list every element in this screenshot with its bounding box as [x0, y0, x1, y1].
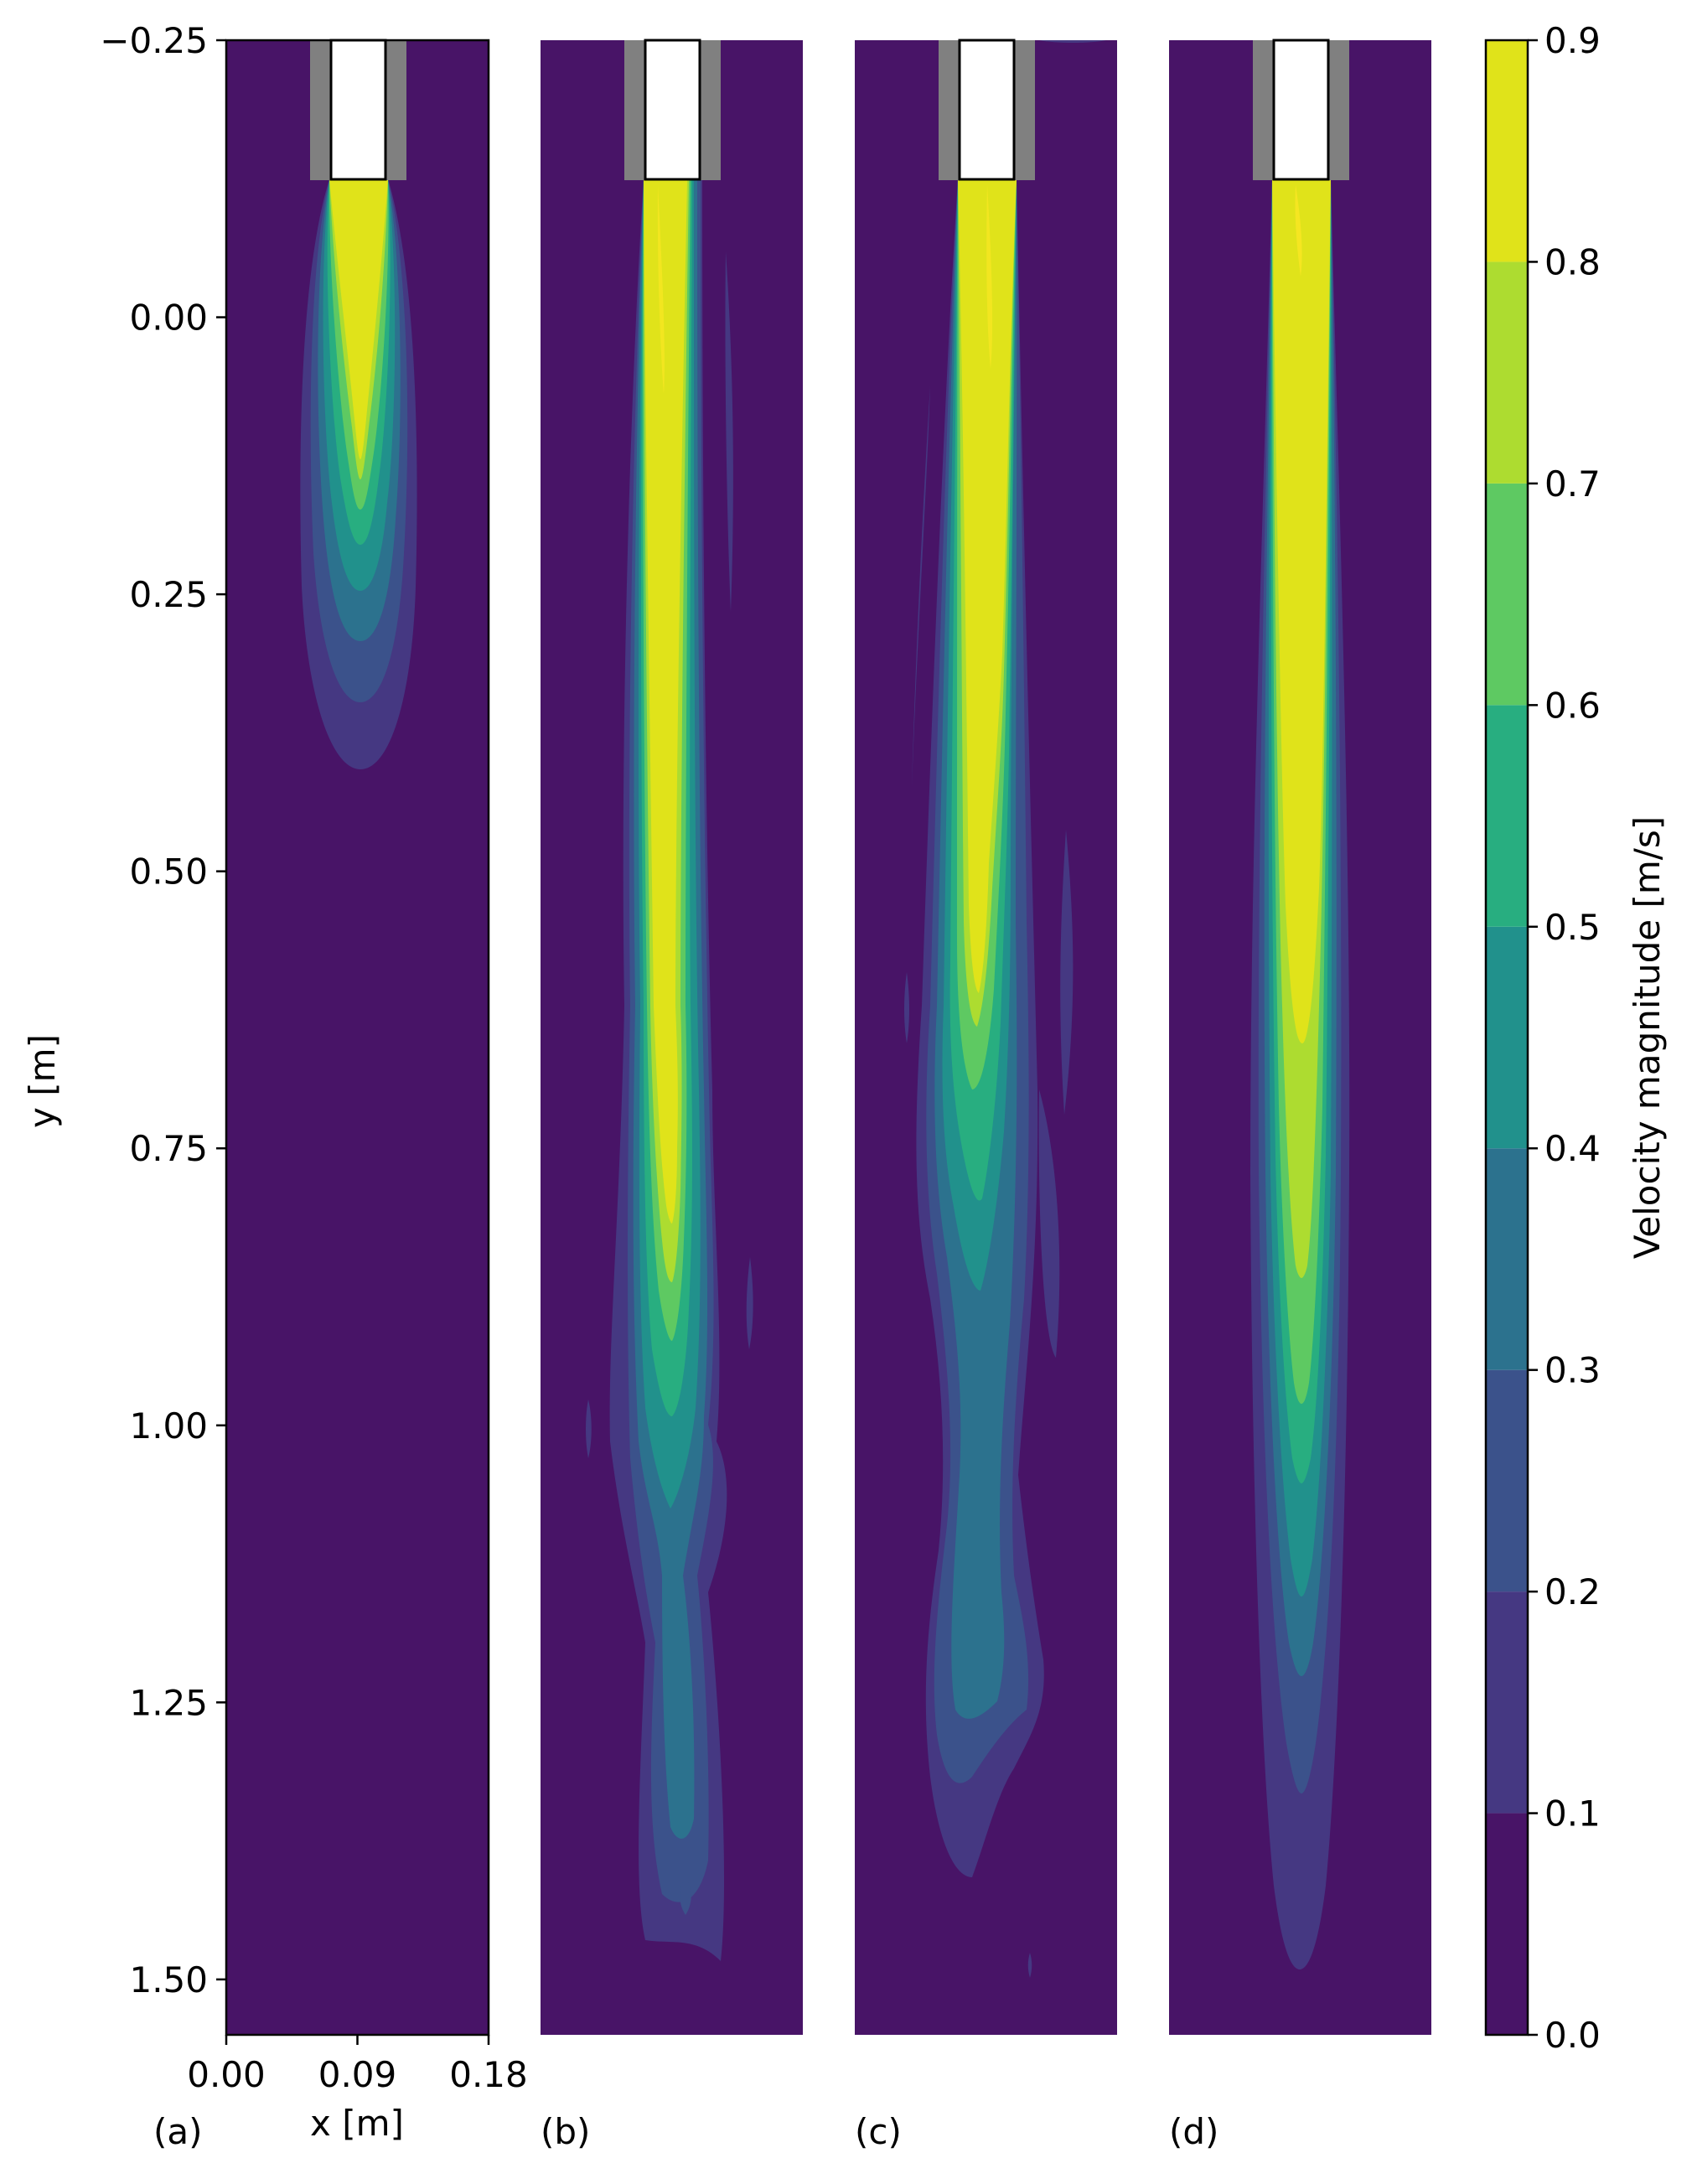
y-tick-label: 0.25	[129, 574, 208, 615]
nozzle-b-wall-left	[624, 40, 645, 180]
panel-label-a: (a)	[153, 2111, 203, 2152]
colorbar-band	[1486, 926, 1528, 1149]
contour-c-speck	[1027, 1953, 1032, 1978]
y-tick-label: −0.25	[100, 20, 208, 61]
y-tick-label: 1.50	[129, 1959, 208, 2000]
colorbar-tick-label: 0.0	[1544, 2015, 1601, 2056]
nozzle-a-interior	[329, 39, 387, 181]
contour-d-0.9-streak	[1295, 184, 1302, 277]
panel-b	[541, 39, 803, 2035]
contour-d-0.8	[1272, 179, 1331, 1043]
contour-c-0.1-island-1	[912, 386, 930, 788]
colorbar-frame	[1484, 39, 1529, 2037]
contour-c-0.9-streak	[986, 184, 993, 369]
y-tick-label: 1.25	[129, 1682, 208, 1723]
panel-label-d: (d)	[1169, 2111, 1218, 2152]
y-tick-label: 0.50	[129, 851, 208, 893]
nozzle-d-interior	[1272, 39, 1330, 181]
y-tick-label: 1.00	[129, 1405, 208, 1447]
colorbar-band	[1486, 1591, 1528, 1814]
nozzle-b-interior	[644, 39, 701, 181]
panel-a	[225, 39, 490, 2037]
colorbar-tick-label: 0.5	[1544, 907, 1601, 948]
nozzle-a-wall-left	[310, 40, 331, 180]
colorbar-band	[1486, 40, 1528, 262]
colorbar-band	[1486, 705, 1528, 927]
contour-c-0.1-island-2	[1060, 830, 1074, 1115]
colorbar-label: Velocity magnitude [m/s]	[1627, 816, 1668, 1259]
colorbar-tick-label: 0.4	[1544, 1128, 1601, 1169]
colorbar-band	[1486, 483, 1528, 706]
colorbar-tick-label: 0.9	[1544, 20, 1601, 61]
nozzle-b-wall-right	[700, 40, 721, 180]
panel-label-b: (b)	[541, 2111, 590, 2152]
x-tick-label: 0.00	[187, 2054, 266, 2095]
contour-c-0.1-island-4	[904, 972, 909, 1043]
colorbar-tick-label: 0.6	[1544, 685, 1601, 726]
x-axis: 0.00 0.09 0.18	[187, 2035, 528, 2095]
nozzle-c-interior	[958, 39, 1016, 181]
colorbar-tick-label: 0.7	[1544, 463, 1601, 505]
colorbar-tick-label: 0.1	[1544, 1793, 1601, 1835]
x-tick-label: 0.18	[449, 2054, 528, 2095]
nozzle-c-wall-left	[939, 40, 960, 180]
contour-b-0.1-island-2	[746, 1257, 753, 1349]
contour-b-0.1-island-1	[725, 251, 733, 612]
colorbar-band	[1486, 1813, 1528, 2035]
contour-c-0.1-island-3	[1038, 1089, 1060, 1358]
y-tick-label: 0.00	[129, 298, 208, 339]
nozzle-d-wall-right	[1328, 40, 1349, 180]
colorbar-tick-label: 0.8	[1544, 241, 1601, 282]
contour-b-hole	[680, 1877, 691, 1915]
colorbar: 0.0 0.1 0.2 0.3 0.4 0.5 0.6 0.7 0.8 0.9	[1486, 20, 1601, 2056]
nozzle-d-wall-left	[1253, 40, 1274, 180]
y-axis-label: y [m]	[22, 1034, 63, 1128]
x-axis-label: x [m]	[310, 2103, 404, 2144]
colorbar-tick-label: 0.3	[1544, 1350, 1601, 1391]
colorbar-band	[1486, 261, 1528, 484]
contour-b-0.9-streak	[657, 184, 665, 394]
panel-label-c: (c)	[855, 2111, 902, 2152]
contour-b-0.8	[644, 179, 687, 1224]
colorbar-band	[1486, 1148, 1528, 1370]
y-axis: −0.25 0.00 0.25 0.50 0.75 1.00 1.25 1.50	[100, 20, 226, 2000]
colorbar-tick-label: 0.2	[1544, 1571, 1601, 1612]
nozzle-a-wall-right	[385, 40, 406, 180]
contour-b-0.1-island-3	[586, 1400, 592, 1458]
y-tick-label: 0.75	[129, 1128, 208, 1169]
panel-d	[1169, 39, 1431, 2035]
contour-c-0.8	[958, 179, 1017, 993]
contour-c-0.1-island-5	[1039, 40, 1106, 43]
panel-c	[855, 39, 1117, 2035]
colorbar-band	[1486, 1369, 1528, 1592]
nozzle-c-wall-right	[1014, 40, 1035, 180]
contour-a-0.8	[329, 179, 388, 459]
x-tick-label: 0.09	[318, 2054, 397, 2095]
